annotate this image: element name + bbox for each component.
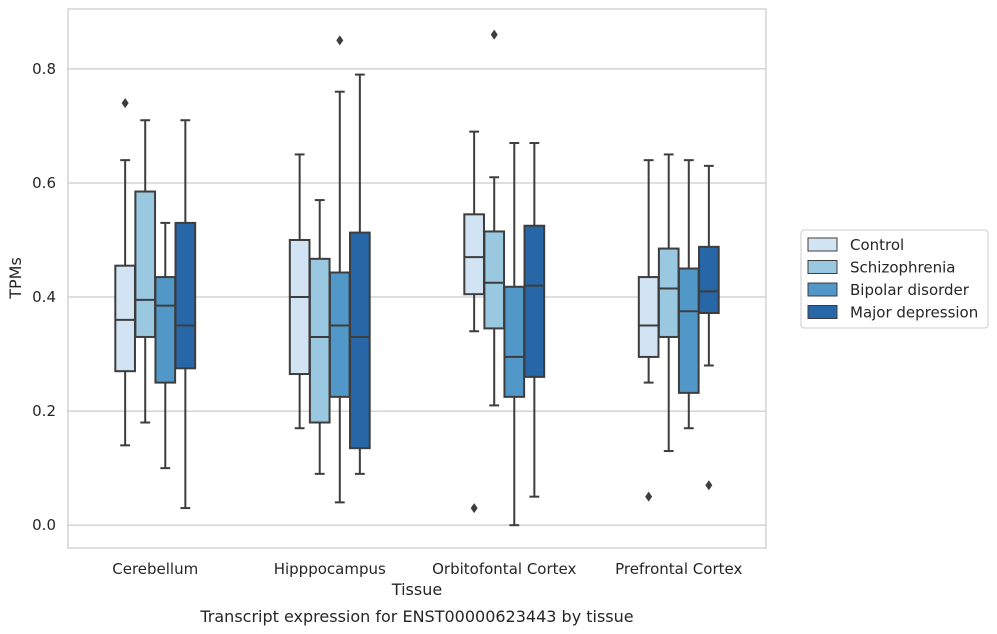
- outlier-point: [121, 98, 129, 109]
- legend-label: Major depression: [850, 304, 978, 322]
- legend: Control Schizophrenia Bipolar disorder Majo…: [800, 229, 989, 329]
- category-group: [637, 153, 720, 502]
- legend-swatch: [807, 237, 838, 252]
- box: [308, 257, 331, 424]
- x-tick-label: Prefrontal Cortex: [615, 560, 742, 578]
- y-tick-label: 0.8: [32, 60, 56, 78]
- box: [483, 230, 506, 330]
- y-tick-label: 0.4: [32, 288, 56, 306]
- outlier-point: [645, 491, 653, 502]
- box: [637, 276, 660, 358]
- legend-label: Bipolar disorder: [850, 281, 970, 299]
- box: [114, 264, 136, 373]
- legend-label: Schizophrenia: [850, 259, 955, 277]
- box: [677, 267, 700, 394]
- box: [328, 271, 351, 398]
- legend-label: Control: [850, 236, 904, 254]
- box: [698, 245, 720, 315]
- y-tick-label: 0.2: [32, 402, 56, 420]
- category-group: [288, 35, 371, 504]
- outlier-point: [705, 480, 713, 491]
- box-groups: [114, 29, 720, 527]
- box: [174, 221, 197, 370]
- x-axis-title: Tissue: [391, 580, 442, 599]
- y-axis-title: TPMs: [6, 257, 25, 300]
- y-tick-label: 0.0: [32, 516, 56, 534]
- box: [463, 213, 485, 296]
- legend-frame: [800, 229, 989, 329]
- box: [657, 247, 680, 338]
- box: [349, 231, 371, 450]
- x-tick-label: Cerebellum: [112, 560, 198, 578]
- outlier-point: [470, 503, 478, 514]
- figure-caption: Transcript expression for ENST0000062344…: [199, 607, 633, 626]
- category-group: [463, 29, 546, 527]
- outlier-point: [490, 29, 498, 40]
- y-tick-label: 0.6: [32, 174, 56, 192]
- box: [503, 285, 526, 398]
- outlier-point: [336, 35, 344, 46]
- x-tick-labels: Cerebellum Hipppocampus Orbitofontal Corte…: [112, 560, 742, 578]
- legend-swatch: [807, 305, 838, 319]
- box: [134, 190, 157, 338]
- y-tick-labels: 0.0 0.2 0.4 0.6 0.8: [32, 60, 56, 534]
- legend-swatch: [807, 282, 838, 297]
- x-tick-label: Orbitofontal Cortex: [432, 560, 576, 578]
- box: [288, 239, 311, 376]
- box: [523, 224, 546, 378]
- category-group: [114, 98, 197, 510]
- box: [154, 276, 177, 384]
- legend-swatch: [807, 260, 838, 274]
- plot-frame: [67, 8, 767, 549]
- legend-entries: Control Schizophrenia Bipolar disorder Majo…: [807, 236, 978, 322]
- x-tick-label: Hipppocampus: [274, 560, 386, 578]
